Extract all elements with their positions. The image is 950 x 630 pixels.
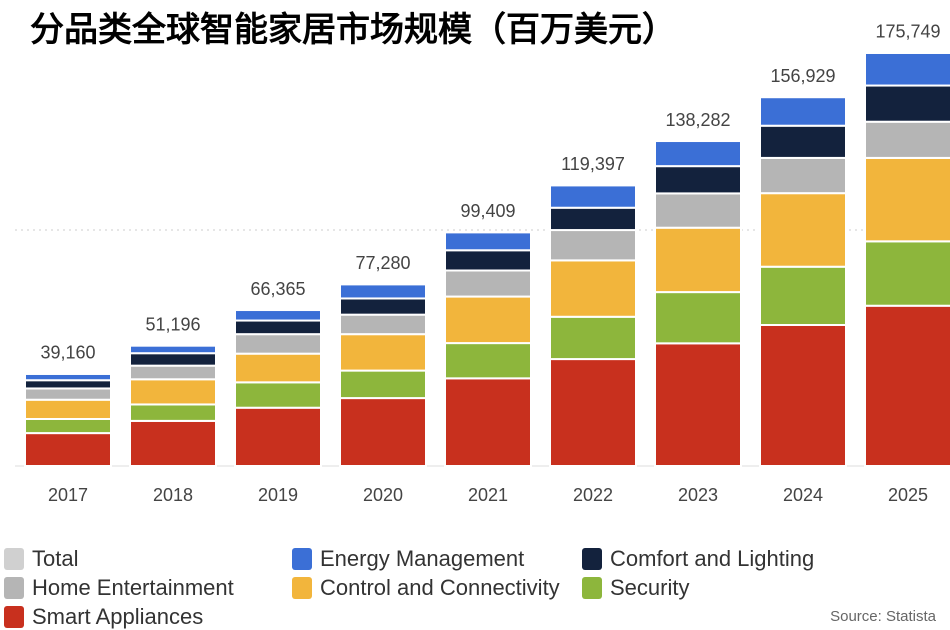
bar-segment: [864, 156, 950, 243]
bar-segment: [864, 120, 950, 159]
bar-segment: [864, 240, 950, 307]
bar-segment: [129, 419, 217, 468]
bar-segment: [444, 342, 532, 380]
bar-segment: [234, 319, 322, 336]
legend-label: Security: [610, 575, 689, 600]
bar-segment: [654, 226, 742, 294]
legend-swatch: [292, 577, 312, 599]
bar-segment: [444, 377, 532, 467]
bar-segment: [654, 291, 742, 345]
legend-swatch: [292, 548, 312, 570]
x-tick-label: 2022: [573, 485, 613, 505]
legend-label: Energy Management: [320, 546, 524, 571]
total-label: 156,929: [770, 66, 835, 86]
total-label: 51,196: [145, 314, 200, 334]
bar-segment: [24, 398, 112, 421]
legend-label: Comfort and Lighting: [610, 546, 814, 571]
total-label: 66,365: [250, 279, 305, 299]
x-tick-label: 2020: [363, 485, 403, 505]
bar-segment: [759, 324, 847, 467]
bar-segment: [864, 304, 950, 468]
bar-segment: [444, 295, 532, 345]
bar-segment: [339, 313, 427, 336]
bar-segment: [129, 403, 217, 422]
legend-swatch: [4, 577, 24, 599]
bar-segment: [444, 269, 532, 298]
legend-label: Smart Appliances: [32, 604, 203, 629]
bar-segment: [444, 231, 532, 252]
bar-segment: [234, 352, 322, 384]
legend-swatch: [4, 606, 24, 628]
bar-segment: [129, 364, 217, 381]
chart-title: 分品类全球智能家居市场规模（百万美元）: [30, 10, 676, 49]
total-label: 99,409: [460, 201, 515, 221]
bar-segment: [339, 333, 427, 372]
legend-label: Home Entertainment: [32, 575, 234, 600]
x-tick-label: 2024: [783, 485, 823, 505]
bar-segment: [864, 84, 950, 123]
bar-segment: [234, 333, 322, 355]
x-tick-label: 2018: [153, 485, 193, 505]
total-label: 39,160: [40, 343, 95, 363]
bar-segment: [654, 140, 742, 168]
bar-segment: [549, 259, 637, 318]
bar-segment: [24, 418, 112, 435]
bar-segment: [549, 206, 637, 232]
x-tick-label: 2017: [48, 485, 88, 505]
bar-segment: [759, 124, 847, 159]
total-label: 175,749: [875, 22, 940, 42]
legend-swatch: [4, 548, 24, 570]
bar-segment: [549, 229, 637, 262]
x-tick-label: 2023: [678, 485, 718, 505]
bar-segment: [24, 372, 112, 382]
bar-segment: [339, 297, 427, 316]
bar-segment: [654, 192, 742, 229]
bar-segment: [864, 51, 950, 87]
bar-segment: [234, 309, 322, 322]
legend-swatch: [582, 548, 602, 570]
x-tick-label: 2019: [258, 485, 298, 505]
bar-segment: [129, 344, 217, 355]
bar-segment: [339, 369, 427, 400]
bar-segment: [234, 381, 322, 409]
legend-label: Control and Connectivity: [320, 575, 560, 600]
bar-segment: [24, 432, 112, 468]
bar-segment: [24, 387, 112, 401]
bar-segment: [24, 379, 112, 390]
bar-segment: [234, 406, 322, 467]
legend-label: Total: [32, 546, 78, 571]
bar-segment: [759, 265, 847, 326]
x-tick-label: 2021: [468, 485, 508, 505]
bar-segment: [129, 378, 217, 406]
bar-segment: [759, 156, 847, 195]
bar-segment: [129, 352, 217, 367]
total-label: 77,280: [355, 253, 410, 273]
bar-segment: [759, 96, 847, 127]
legend-swatch: [582, 577, 602, 599]
source: Source: Statista: [830, 608, 937, 625]
bar-segment: [759, 192, 847, 268]
bar-segment: [549, 184, 637, 209]
bar-segment: [654, 165, 742, 195]
bar-segment: [654, 342, 742, 467]
bar-segment: [444, 249, 532, 272]
bar-segment: [339, 397, 427, 467]
total-label: 119,397: [561, 154, 625, 174]
bar-segment: [339, 283, 427, 300]
bar-segment: [549, 358, 637, 468]
total-label: 138,282: [665, 110, 730, 130]
x-tick-label: 2025: [888, 485, 928, 505]
bar-segment: [549, 315, 637, 361]
